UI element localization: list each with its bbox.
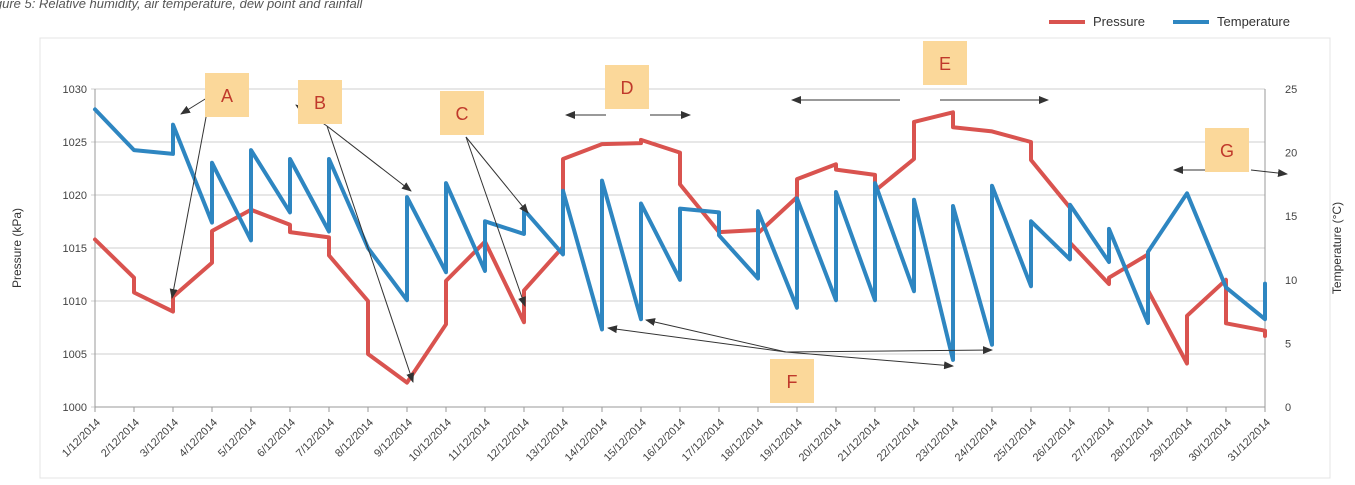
annotation-label-g: G	[1220, 141, 1234, 161]
annotation-arrow	[645, 318, 787, 353]
annotation-box-c	[440, 91, 484, 135]
annotation-arrow	[785, 351, 954, 370]
y-tick-label: 1000	[63, 402, 87, 414]
annotation-box-e	[923, 41, 967, 85]
annotation-box-b	[298, 80, 342, 124]
y-tick-label: 1030	[63, 84, 87, 96]
annotation-arrow	[326, 125, 412, 192]
y-tick-label: 1010	[63, 296, 87, 308]
y-tick-label: 1025	[63, 137, 87, 149]
y2-tick-label: 25	[1285, 84, 1297, 96]
annotation-box-f	[770, 359, 814, 403]
legend-item-temperature: Temperature	[1173, 14, 1290, 29]
annotation-label-d: D	[621, 78, 634, 98]
legend-label-pressure: Pressure	[1092, 14, 1146, 29]
annotation-arrow	[785, 346, 993, 355]
y-tick-label: 1020	[63, 190, 87, 202]
y2-tick-label: 15	[1285, 211, 1297, 223]
y2-axis-title: Temperature (°C)	[1330, 202, 1344, 294]
y-tick-label: 1015	[63, 243, 87, 255]
y-axis-title: Pressure (kPa)	[10, 208, 24, 288]
annotation-arrow	[465, 136, 526, 307]
annotation-box-d	[605, 65, 649, 109]
annotation-arrow	[1250, 169, 1288, 177]
annotation-arrow	[607, 325, 787, 353]
y2-tick-label: 0	[1285, 402, 1291, 414]
annotation-box-g	[1205, 128, 1249, 172]
annotation-arrow	[326, 125, 414, 383]
annotation-arrow	[169, 95, 211, 299]
legend-swatch-pressure	[1048, 19, 1085, 24]
y2-tick-label: 5	[1285, 338, 1291, 350]
annotation-label-b: B	[314, 93, 326, 113]
annotation-label-f: F	[787, 372, 798, 392]
legend-item-pressure: Pressure	[1048, 14, 1146, 29]
annotation-arrow	[465, 136, 529, 214]
legend-swatch-temperature	[1173, 19, 1210, 24]
series-line-temperature	[93, 107, 1267, 362]
annotation-label-e: E	[939, 54, 951, 74]
y2-tick-label: 20	[1285, 148, 1297, 160]
figure-caption: igure 5: Relative humidity, air temperat…	[0, 0, 363, 11]
annotation-label-a: A	[221, 86, 233, 106]
y2-tick-label: 10	[1285, 275, 1297, 287]
legend-label-temperature: Temperature	[1217, 14, 1290, 29]
y-tick-label: 1005	[63, 349, 87, 361]
annotation-label-c: C	[456, 104, 469, 124]
annotation-box-a	[205, 73, 249, 117]
chart-legend: Pressure Temperature	[1048, 14, 1290, 29]
